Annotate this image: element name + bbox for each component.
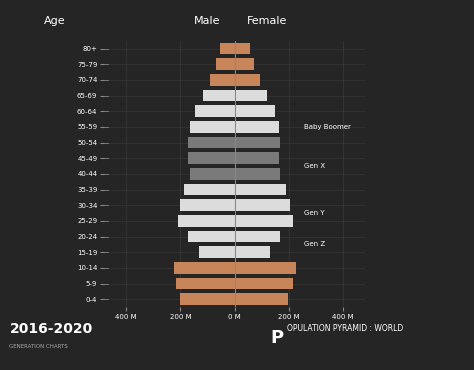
Bar	[216, 58, 235, 70]
Text: Age: Age	[44, 16, 65, 26]
Text: P: P	[270, 329, 283, 347]
Bar	[176, 278, 235, 289]
Text: 2016-2020: 2016-2020	[9, 322, 93, 336]
Bar	[210, 74, 235, 86]
Bar	[235, 152, 280, 164]
Text: Gen Y: Gen Y	[304, 210, 325, 216]
Bar	[235, 231, 280, 242]
Bar	[235, 137, 280, 148]
Bar	[235, 74, 260, 86]
Bar	[189, 152, 235, 164]
Bar	[235, 58, 254, 70]
Text: Baby Boomer: Baby Boomer	[304, 124, 351, 130]
Bar	[184, 184, 235, 195]
Text: OPULATION PYRAMID : WORLD: OPULATION PYRAMID : WORLD	[287, 324, 403, 333]
Bar	[235, 168, 280, 180]
Bar	[235, 215, 293, 227]
Bar	[235, 184, 286, 195]
Text: Gen X: Gen X	[304, 163, 325, 169]
Bar	[189, 231, 235, 242]
Bar	[203, 90, 235, 101]
Bar	[180, 199, 235, 211]
Bar	[219, 43, 235, 54]
Bar	[190, 121, 235, 133]
Bar	[195, 105, 235, 117]
Bar	[235, 90, 267, 101]
Bar	[235, 246, 270, 258]
Bar	[235, 293, 288, 305]
Text: Female: Female	[247, 16, 287, 26]
Bar	[173, 262, 235, 274]
Bar	[178, 215, 235, 227]
Bar	[189, 137, 235, 148]
Bar	[235, 199, 290, 211]
Bar	[235, 278, 293, 289]
Text: GENERATION CHARTS: GENERATION CHARTS	[9, 344, 68, 349]
Bar	[235, 121, 280, 133]
Text: Male: Male	[194, 16, 221, 26]
Bar	[180, 293, 235, 305]
Bar	[235, 43, 250, 54]
Bar	[190, 168, 235, 180]
Bar	[235, 262, 296, 274]
Bar	[235, 105, 275, 117]
Text: Gen Z: Gen Z	[304, 241, 325, 248]
Bar	[200, 246, 235, 258]
